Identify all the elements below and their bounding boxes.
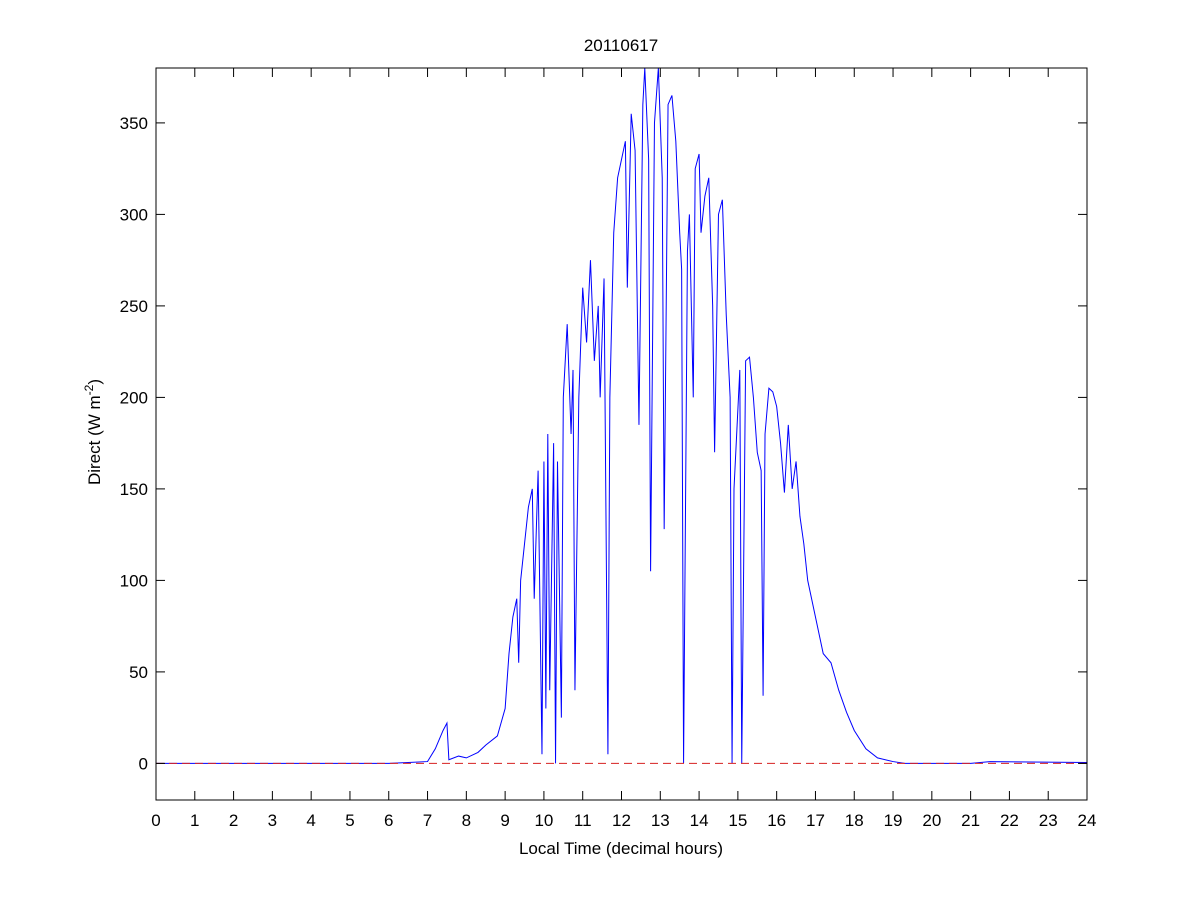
x-tick-label: 8: [462, 811, 471, 830]
y-tick-label: 200: [120, 388, 148, 407]
x-tick-label: 5: [345, 811, 354, 830]
y-tick-label: 300: [120, 205, 148, 224]
x-tick-label: 15: [728, 811, 747, 830]
chart-title: 20110617: [584, 36, 658, 55]
data-line: [156, 67, 1088, 764]
x-tick-label: 2: [229, 811, 238, 830]
y-tick-label: 100: [120, 571, 148, 590]
x-tick-label: 16: [767, 811, 786, 830]
x-tick-label: 24: [1078, 811, 1097, 830]
plot-area: [156, 68, 1087, 800]
x-tick-label: 9: [500, 811, 509, 830]
y-tick-label: 350: [120, 114, 148, 133]
x-tick-label: 21: [961, 811, 980, 830]
x-tick-label: 0: [151, 811, 160, 830]
y-label-text: Direct (W m: [85, 395, 104, 485]
y-tick-label: 0: [139, 754, 148, 773]
x-tick-label: 14: [690, 811, 709, 830]
x-tick-label: 17: [806, 811, 825, 830]
y-tick-label: 250: [120, 297, 148, 316]
x-tick-label: 18: [845, 811, 864, 830]
x-tick-label: 22: [1000, 811, 1019, 830]
x-tick-label: 20: [922, 811, 941, 830]
x-tick-label: 4: [306, 811, 315, 830]
x-tick-label: 7: [423, 811, 432, 830]
y-tick-label: 150: [120, 480, 148, 499]
x-axis-label: Local Time (decimal hours): [519, 839, 723, 858]
x-tick-label: 11: [574, 811, 592, 830]
x-tick-label: 1: [190, 811, 199, 830]
y-label-suffix: ): [85, 379, 104, 385]
x-tick-label: 3: [268, 811, 277, 830]
y-axis-label: Direct (W m-2): [82, 379, 104, 485]
x-tick-label: 13: [651, 811, 670, 830]
x-tick-label: 10: [534, 811, 553, 830]
y-tick-label: 50: [129, 663, 148, 682]
x-tick-label: 23: [1039, 811, 1058, 830]
x-tick-label: 12: [612, 811, 631, 830]
x-tick-label: 6: [384, 811, 393, 830]
x-tick-label: 19: [884, 811, 903, 830]
y-label-sup: -2: [82, 384, 96, 395]
